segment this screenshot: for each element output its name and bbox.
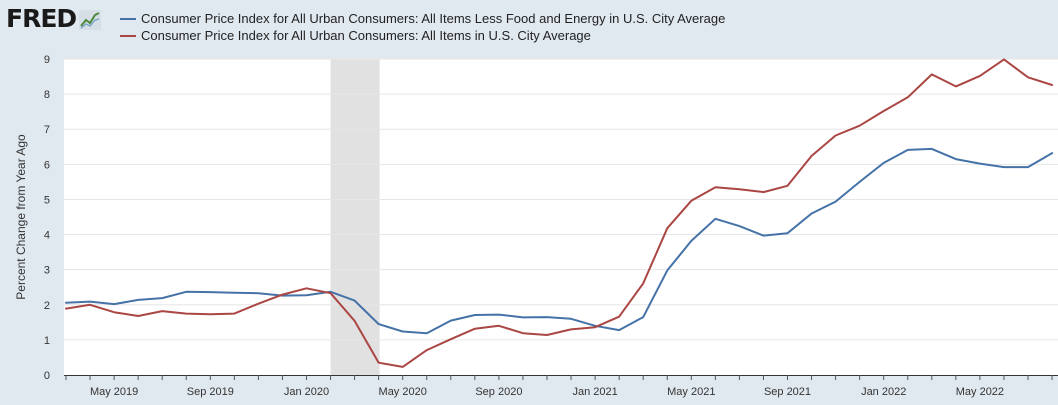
y-axis-label: Percent Change from Year Ago (14, 134, 28, 300)
y-tick-label: 2 (44, 300, 50, 312)
x-tick-label: Sep 2020 (475, 386, 522, 398)
legend-entry-core-cpi[interactable]: Consumer Price Index for All Urban Consu… (120, 10, 725, 27)
y-tick-label: 6 (44, 159, 50, 171)
x-tick-label: May 2022 (956, 386, 1004, 398)
fred-logo-text: FRED (6, 4, 77, 33)
y-tick-label: 7 (44, 124, 50, 136)
x-tick-label: Sep 2021 (764, 386, 811, 398)
plot-area (64, 59, 1058, 375)
series-line-all-items-cpi[interactable] (65, 58, 1054, 368)
x-tick-label: Jan 2022 (861, 386, 906, 398)
series-line-core-cpi[interactable] (65, 147, 1054, 335)
legend-swatch-all-items-cpi (120, 34, 136, 37)
x-tick-label: May 2020 (379, 386, 427, 398)
y-tick-label: 4 (44, 230, 50, 242)
line-chart-icon (79, 10, 102, 30)
legend-swatch-core-cpi (120, 17, 136, 20)
x-tick-label: May 2021 (667, 386, 715, 398)
x-tick-label: Sep 2019 (187, 386, 234, 398)
y-tick-label: 8 (44, 89, 50, 101)
y-tick-label: 9 (44, 54, 50, 66)
recession-shading (330, 59, 380, 375)
y-tick-label: 5 (44, 194, 50, 206)
y-tick-label: 1 (44, 335, 50, 347)
x-tick-label: Jan 2021 (572, 386, 617, 398)
x-tick-label: May 2019 (90, 386, 138, 398)
y-tick-label: 3 (44, 265, 50, 277)
chart-header: FRED Consumer Price Index for All Urban … (0, 0, 1058, 52)
y-tick-label: 0 (44, 370, 50, 382)
legend-label-all-items-cpi: Consumer Price Index for All Urban Consu… (141, 28, 591, 43)
fred-logo[interactable]: FRED (6, 4, 102, 33)
legend-entry-all-items-cpi[interactable]: Consumer Price Index for All Urban Consu… (120, 27, 725, 44)
x-tick-label: Jan 2020 (284, 386, 329, 398)
chart-legend: Consumer Price Index for All Urban Consu… (120, 10, 725, 44)
legend-label-core-cpi: Consumer Price Index for All Urban Consu… (141, 11, 726, 26)
